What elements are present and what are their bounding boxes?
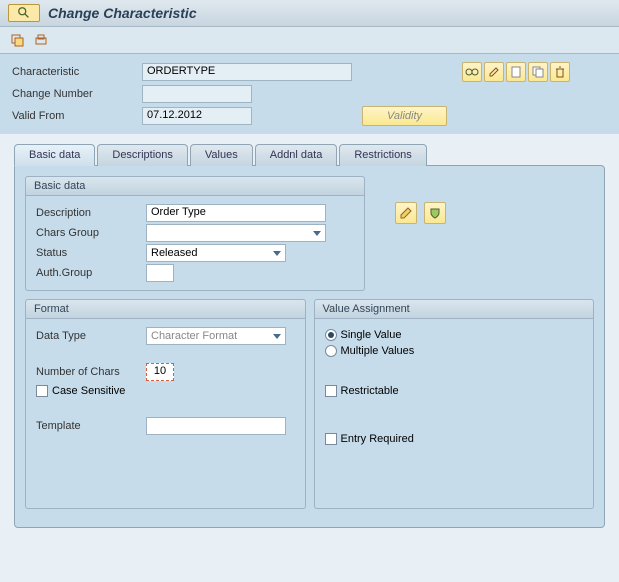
auth-group-input[interactable]	[146, 264, 174, 282]
titlebar: Change Characteristic	[0, 0, 619, 27]
side-btn-1[interactable]	[395, 202, 417, 224]
format-title: Format	[26, 300, 305, 319]
template-label: Template	[36, 420, 146, 432]
side-btn-2[interactable]	[424, 202, 446, 224]
multiple-values-label: Multiple Values	[341, 345, 415, 357]
single-value-label: Single Value	[341, 329, 402, 341]
chevron-down-icon	[313, 231, 321, 236]
delete-icon[interactable]	[550, 62, 570, 82]
toolbar	[0, 27, 619, 54]
tab-values[interactable]: Values	[190, 144, 253, 166]
chevron-down-icon	[273, 251, 281, 256]
valid-from-label: Valid From	[12, 108, 142, 124]
case-sensitive-checkbox[interactable]	[36, 385, 48, 397]
format-group: Format Data Type Character Format Number…	[25, 299, 306, 509]
data-type-value: Character Format	[151, 330, 237, 342]
status-dropdown[interactable]: Released	[146, 244, 286, 262]
multiple-values-radio[interactable]	[325, 345, 337, 357]
pencil-icon[interactable]	[484, 62, 504, 82]
entry-required-checkbox[interactable]	[325, 433, 337, 445]
basic-data-title: Basic data	[26, 177, 364, 196]
change-number-input[interactable]	[142, 85, 252, 103]
chars-group-label: Chars Group	[36, 227, 146, 239]
toolbar-btn-1[interactable]	[8, 31, 26, 49]
restrictable-checkbox[interactable]	[325, 385, 337, 397]
app-icon[interactable]	[8, 4, 40, 22]
chevron-down-icon	[273, 334, 281, 339]
tab-content: Basic data Description Order Type Chars …	[14, 165, 605, 528]
single-value-radio[interactable]	[325, 329, 337, 341]
tab-addnl-data[interactable]: Addnl data	[255, 144, 338, 166]
value-assignment-title: Value Assignment	[315, 300, 594, 319]
data-type-label: Data Type	[36, 330, 146, 342]
valid-from-input[interactable]: 07.12.2012	[142, 107, 252, 125]
characteristic-input[interactable]: ORDERTYPE	[142, 63, 352, 81]
restrictable-label: Restrictable	[341, 385, 399, 397]
new-icon[interactable]	[506, 62, 526, 82]
copy-icon[interactable]	[528, 62, 548, 82]
data-type-dropdown[interactable]: Character Format	[146, 327, 286, 345]
characteristic-label: Characteristic	[12, 64, 142, 80]
header-icon-row	[462, 62, 607, 82]
page-title: Change Characteristic	[48, 5, 197, 21]
tab-descriptions[interactable]: Descriptions	[97, 144, 188, 166]
tab-restrictions[interactable]: Restrictions	[339, 144, 426, 166]
change-number-label: Change Number	[12, 86, 142, 102]
glasses-icon[interactable]	[462, 62, 482, 82]
status-label: Status	[36, 247, 146, 259]
template-input[interactable]	[146, 417, 286, 435]
entry-required-label: Entry Required	[341, 433, 414, 445]
num-chars-input[interactable]: 10	[146, 363, 174, 381]
description-label: Description	[36, 207, 146, 219]
description-input[interactable]: Order Type	[146, 204, 326, 222]
tab-basic-data[interactable]: Basic data	[14, 144, 95, 166]
chars-group-dropdown[interactable]	[146, 224, 326, 242]
toolbar-btn-2[interactable]	[32, 31, 50, 49]
validity-button[interactable]: Validity	[362, 106, 447, 126]
auth-group-label: Auth.Group	[36, 267, 146, 279]
tab-container: Basic data Descriptions Values Addnl dat…	[14, 144, 605, 528]
num-chars-label: Number of Chars	[36, 366, 146, 378]
status-value: Released	[151, 247, 197, 259]
case-sensitive-label: Case Sensitive	[52, 385, 125, 397]
tabs: Basic data Descriptions Values Addnl dat…	[14, 144, 605, 166]
header-form: Characteristic ORDERTYPE Change Number V…	[0, 54, 619, 134]
basic-data-group: Basic data Description Order Type Chars …	[25, 176, 365, 291]
value-assignment-group: Value Assignment Single Value Multiple V…	[314, 299, 595, 509]
